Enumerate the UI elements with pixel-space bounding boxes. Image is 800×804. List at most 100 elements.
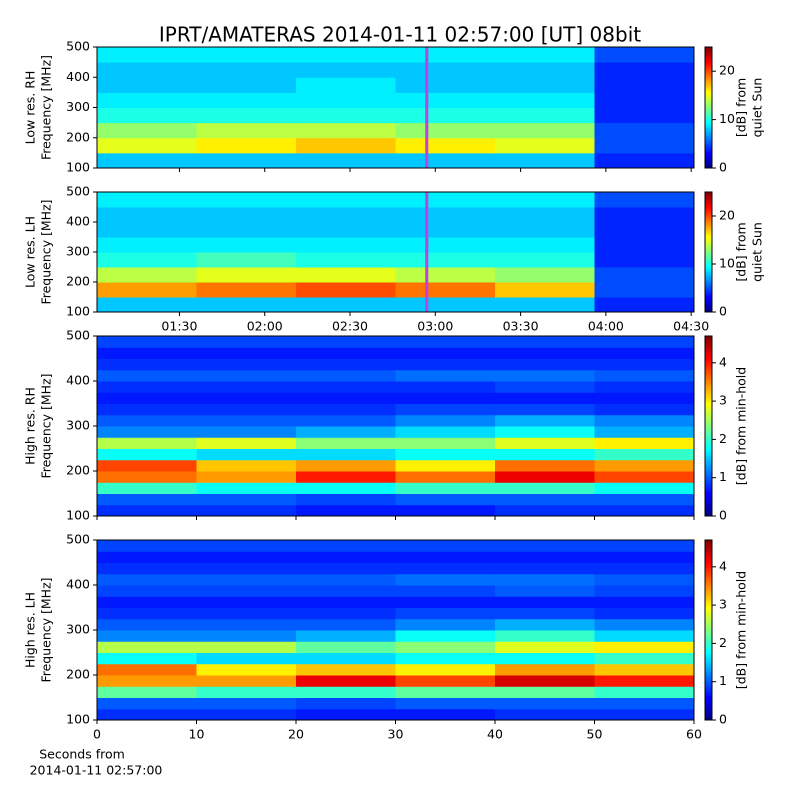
heatmap-cell [296, 482, 396, 494]
colorbar-step [705, 387, 712, 391]
heatmap-cell [395, 607, 496, 620]
heatmap-cell [296, 573, 396, 586]
heatmap-cell [196, 697, 297, 710]
heatmap-cell [97, 607, 197, 620]
colorbar-step [705, 414, 712, 418]
heatmap-cell [495, 414, 595, 427]
heatmap-cell [395, 237, 496, 253]
heatmap-cell [495, 122, 595, 139]
colorbar-step [705, 234, 712, 237]
x-tick-label: 40 [487, 727, 503, 742]
y-axis-label: Low res. RH [23, 71, 38, 145]
heatmap-cell [196, 585, 297, 597]
heatmap-cell [196, 686, 297, 698]
heatmap-cell [196, 92, 297, 108]
heatmap-cell [97, 482, 197, 494]
heatmap-cell [395, 540, 496, 552]
heatmap-cell [296, 137, 396, 154]
colorbar-step [705, 675, 712, 679]
colorbar-step [705, 618, 712, 622]
colorbar-step [705, 278, 712, 281]
colorbar-label: quiet Sun [750, 222, 765, 282]
colorbar-label: [dB] from [734, 222, 749, 281]
x-tick-label: 04:00 [588, 319, 624, 334]
colorbar-step [705, 588, 712, 592]
heatmap-cell [196, 369, 297, 382]
colorbar-frame [704, 191, 713, 313]
colorbar-step [705, 633, 712, 637]
colorbar-step [705, 290, 712, 293]
heatmap-cell [395, 493, 496, 506]
colorbar-step [705, 131, 712, 135]
colorbar-step [705, 196, 712, 199]
colorbar-step [705, 69, 712, 72]
heatmap-cell [594, 482, 695, 494]
heatmap-cell [395, 630, 496, 642]
colorbar-step [705, 438, 712, 442]
y-axis-label: Low res. LH [23, 216, 38, 288]
heatmap-cell [97, 152, 197, 169]
colorbar-step [705, 621, 712, 625]
heatmap-cell [97, 504, 197, 517]
colorbar-step [705, 480, 712, 484]
heatmap-cell [395, 596, 496, 608]
heatmap-cell [296, 282, 396, 298]
y-tick-label: 500 [66, 532, 90, 547]
heatmap-cell [296, 607, 396, 620]
colorbar-step [705, 67, 712, 70]
heatmap-cell [594, 392, 695, 404]
colorbar-step [705, 666, 712, 670]
colorbar-step [705, 642, 712, 646]
heatmap-cell [594, 641, 695, 653]
colorbar-step [705, 411, 712, 415]
heatmap-cell [495, 152, 595, 169]
heatmap-cell [97, 540, 197, 552]
colorbar-step [705, 600, 712, 604]
colorbar-step [705, 252, 712, 255]
colorbar-step [705, 711, 712, 715]
x-axis-label: 2014-01-11 02:57:00 [30, 763, 163, 778]
colorbar-step [705, 477, 712, 481]
heatmap-cell [395, 207, 496, 223]
heatmap-cell [296, 77, 396, 93]
heatmap-cell [395, 381, 496, 393]
colorbar-step [705, 270, 712, 273]
heatmap-cell [395, 585, 496, 597]
colorbar-step [705, 105, 712, 108]
colorbar-step [705, 85, 712, 88]
colorbar-tick-label: 3 [719, 597, 727, 612]
heatmap-cell [594, 47, 695, 63]
heatmap-cell [196, 630, 297, 642]
heatmap-cell [395, 336, 496, 348]
x-tick-label: 30 [388, 727, 404, 742]
heatmap-cell [495, 585, 595, 597]
y-tick-label: 500 [66, 39, 90, 54]
colorbar-step [705, 348, 712, 352]
heatmap-cell [97, 267, 197, 283]
colorbar-step [705, 284, 712, 287]
colorbar-step [705, 624, 712, 628]
heatmap-cell [594, 137, 695, 154]
colorbar-step [705, 585, 712, 589]
colorbar-step [705, 125, 712, 129]
colorbar-step [705, 717, 712, 721]
colorbar-tick-label: 3 [719, 393, 727, 408]
colorbar-step [705, 308, 712, 311]
heatmap-cell [296, 493, 396, 506]
y-tick-label: 500 [66, 184, 90, 199]
heatmap-cell [296, 192, 396, 208]
colorbar-step [705, 218, 712, 221]
heatmap-cell [296, 107, 396, 124]
heatmap-cell [594, 369, 695, 382]
heatmap-cell [196, 426, 297, 438]
heatmap-cell [495, 437, 595, 449]
colorbar-step [705, 145, 712, 149]
colorbar-step [705, 612, 712, 616]
heatmap-cell [594, 596, 695, 608]
heatmap-cell [196, 403, 297, 416]
heatmap-cell [495, 369, 595, 382]
heatmap-cell [495, 504, 595, 517]
heatmap-cell [495, 47, 595, 63]
heatmap-cell [97, 207, 197, 223]
colorbar-step [705, 208, 712, 211]
